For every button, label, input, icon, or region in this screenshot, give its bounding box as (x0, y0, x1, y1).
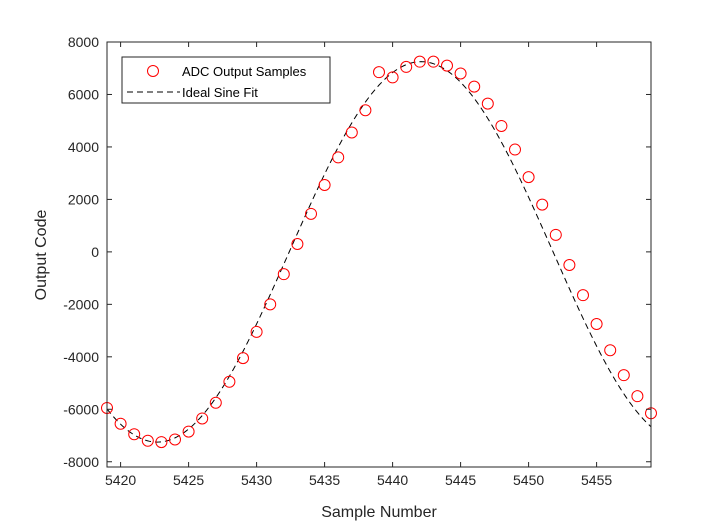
y-axis-title: Output Code (33, 210, 50, 301)
sine-fit-line (106, 61, 652, 443)
x-tick-label: 5445 (445, 472, 476, 488)
x-tick-label: 5440 (377, 472, 408, 488)
sample-point (169, 433, 181, 446)
sample-point (345, 126, 358, 139)
x-tick-label: 5430 (241, 472, 272, 488)
sample-point (522, 171, 535, 184)
sample-point (128, 428, 141, 441)
sample-point (250, 325, 263, 338)
x-tick-label: 5450 (513, 472, 544, 488)
sample-point (631, 390, 644, 403)
plot-frame (106, 41, 652, 468)
sample-point (277, 268, 290, 281)
x-tick-label: 5455 (581, 472, 612, 488)
sample-markers-layer (101, 55, 657, 449)
sample-point (536, 198, 549, 211)
sample-point (617, 369, 630, 382)
sample-point (209, 396, 222, 409)
y-tick-label: 0 (91, 244, 99, 260)
sample-point (318, 178, 331, 191)
sample-point (509, 143, 521, 156)
x-tick-label: 5435 (309, 472, 340, 488)
sine-fit-layer (106, 61, 652, 443)
y-tick-label: 8000 (68, 34, 99, 50)
sample-point (141, 434, 154, 447)
sample-point (182, 425, 195, 438)
sample-point (481, 97, 494, 110)
sample-point (291, 238, 304, 251)
legend-label-sine-fit: Ideal Sine Fit (182, 85, 258, 100)
sample-point (495, 119, 508, 132)
sample-point (413, 55, 426, 68)
y-tick-label: -4000 (63, 349, 99, 365)
sample-point (155, 436, 168, 449)
sample-point (223, 375, 236, 388)
sample-point (549, 228, 562, 241)
legend-label-samples: ADC Output Samples (182, 64, 307, 79)
sample-point (332, 151, 345, 164)
y-tick-label: -2000 (63, 296, 99, 312)
sample-point (237, 352, 249, 365)
sample-point (427, 55, 440, 68)
sample-point (604, 344, 617, 357)
sample-point (563, 258, 576, 271)
legend: ADC Output Samples Ideal Sine Fit (121, 56, 331, 104)
y-tick-label: -8000 (63, 454, 99, 470)
y-tick-label: 4000 (68, 139, 99, 155)
x-tick-label: 5420 (105, 472, 136, 488)
x-tick-label: 5425 (173, 472, 204, 488)
sample-point (373, 66, 385, 79)
sample-point (305, 207, 317, 220)
y-tick-label: 2000 (68, 191, 99, 207)
legend-marker-samples (147, 65, 159, 77)
sample-point (196, 412, 209, 425)
sample-point (386, 71, 399, 84)
y-ticks: -8000 -6000 -4000 -2000 0 2000 4000 6000 8000 (63, 34, 651, 470)
y-tick-label: -6000 (63, 401, 99, 417)
y-tick-label: 6000 (68, 86, 99, 102)
x-axis-title: Sample Number (321, 504, 437, 521)
sample-point (359, 104, 372, 117)
sample-point (590, 318, 603, 331)
x-ticks: 5420 5425 5430 5435 5440 5445 5450 5455 (105, 42, 612, 488)
legend-box (121, 56, 331, 104)
plot-area (107, 42, 651, 467)
sample-point (441, 59, 453, 72)
sample-point (577, 289, 589, 302)
sample-point (114, 417, 127, 430)
sample-point (400, 60, 413, 73)
sample-point (264, 298, 277, 311)
sample-point (454, 67, 467, 80)
sample-point (468, 80, 481, 93)
